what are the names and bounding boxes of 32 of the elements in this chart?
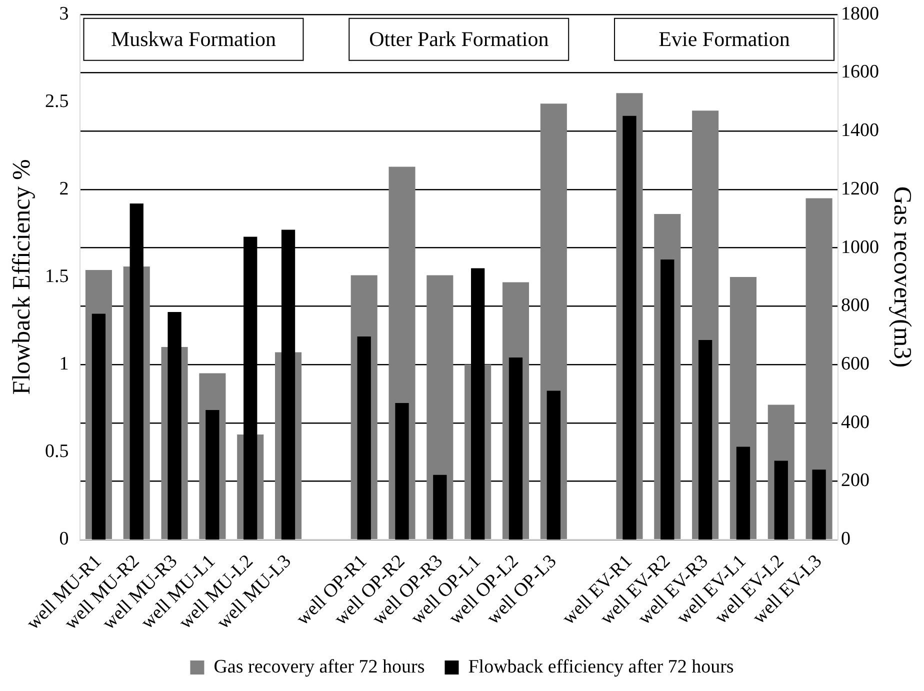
y-tick-label: 2.5 — [45, 90, 69, 112]
bar — [698, 340, 712, 540]
legend-label: Gas recovery after 72 hours — [214, 656, 425, 678]
annotation: Otter Park Formation — [369, 26, 550, 51]
annotation: Evie Formation — [658, 26, 790, 51]
bar — [546, 390, 560, 540]
y-tick-label: 0 — [59, 528, 69, 550]
annotation: Muskwa Formation — [110, 26, 277, 51]
y2-tick-label: 600 — [841, 354, 870, 375]
y-tick-label: 1 — [59, 354, 69, 375]
y2-tick-label: 1000 — [841, 236, 879, 258]
y-tick-label: 0.5 — [45, 441, 69, 462]
bar — [508, 358, 523, 540]
y-axis-title: Flowback Efficiency % — [8, 159, 36, 395]
y-tick-label: 1.5 — [45, 266, 69, 287]
bar — [736, 446, 750, 540]
y2-tick-label: 200 — [841, 470, 870, 492]
bar — [774, 460, 788, 540]
y-tick-label: 3 — [59, 3, 69, 24]
y2-tick-label: 800 — [841, 295, 870, 316]
y2-tick-label: 1200 — [841, 178, 879, 200]
legend-label: Flowback efficiency after 72 hours — [468, 656, 734, 678]
y-tick-label: 2 — [59, 178, 69, 200]
bar — [433, 474, 447, 540]
y2-tick-label: 1800 — [841, 3, 879, 24]
y2-tick-label: 1400 — [841, 120, 879, 142]
y2-axis-title: Gas recovery(m3) — [888, 186, 916, 368]
bar — [395, 403, 409, 540]
y2-tick-label: 1600 — [841, 62, 879, 83]
y2-tick-label: 400 — [841, 412, 870, 433]
bar — [812, 470, 826, 540]
y2-tick-label: 0 — [841, 528, 850, 550]
